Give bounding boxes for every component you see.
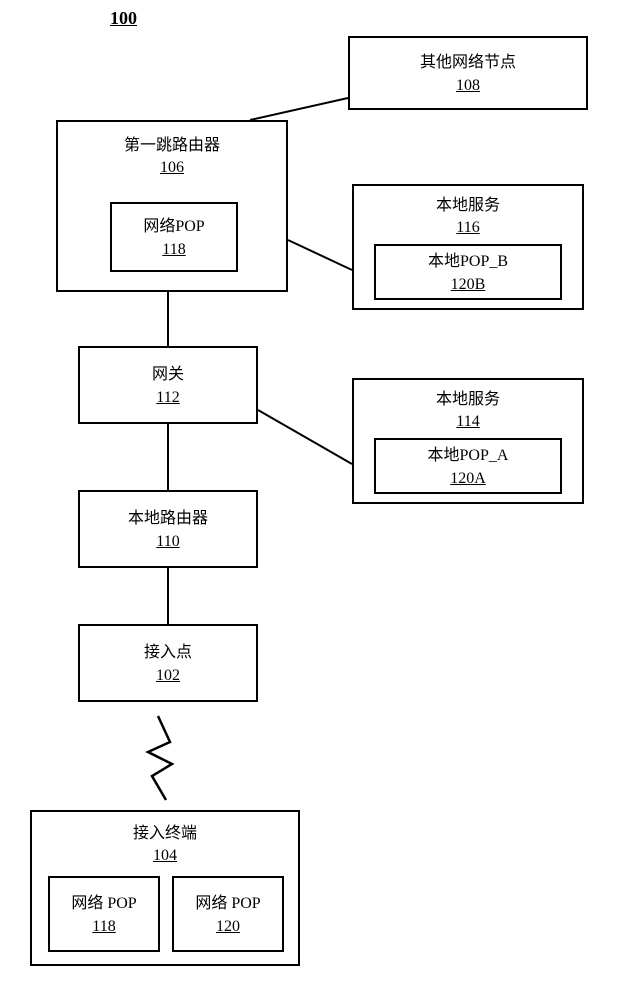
node-ref: 106 [160,159,184,177]
node-at-pop-left: 网络 POP 118 [48,876,160,952]
node-ref: 120 [216,918,240,936]
node-label: 本地服务 [432,194,504,217]
node-ref: 108 [456,77,480,95]
node-local-pop-a: 本地POP_A 120A [374,438,562,494]
node-network-pop-118: 网络POP 118 [110,202,238,272]
node-label: 本地路由器 [124,507,212,530]
node-label: 网关 [148,363,188,386]
figure-reference: 100 [110,8,137,29]
node-ref: 112 [156,389,179,407]
node-label: 本地POP_A [424,444,513,467]
node-label: 其他网络节点 [416,51,520,74]
node-ref: 104 [153,847,177,865]
node-ref: 118 [92,918,115,936]
node-at-pop-right: 网络 POP 120 [172,876,284,952]
node-label: 网络POP [139,215,208,238]
node-label: 网络 POP [67,892,140,915]
node-label: 网络 POP [191,892,264,915]
node-ref: 102 [156,667,180,685]
node-local-pop-b: 本地POP_B 120B [374,244,562,300]
node-label: 接入点 [140,641,196,664]
node-local-router: 本地路由器 110 [78,490,258,568]
node-ref: 120B [451,276,486,294]
node-label: 第一跳路由器 [120,134,224,157]
diagram-canvas: 100 其他网络节点 108 第一跳路由器 106 网络POP 118 本地服务… [0,0,623,1000]
node-gateway: 网关 112 [78,346,258,424]
node-other-network-node: 其他网络节点 108 [348,36,588,110]
node-ref: 118 [162,241,185,259]
node-label: 本地POP_B [424,250,512,273]
node-access-point: 接入点 102 [78,624,258,702]
wireless-link-icon [148,716,172,800]
node-ref: 110 [156,533,179,551]
node-ref: 114 [456,413,479,431]
node-ref: 120A [450,470,486,488]
node-ref: 116 [456,219,479,237]
node-label: 本地服务 [432,388,504,411]
node-label: 接入终端 [129,822,201,845]
